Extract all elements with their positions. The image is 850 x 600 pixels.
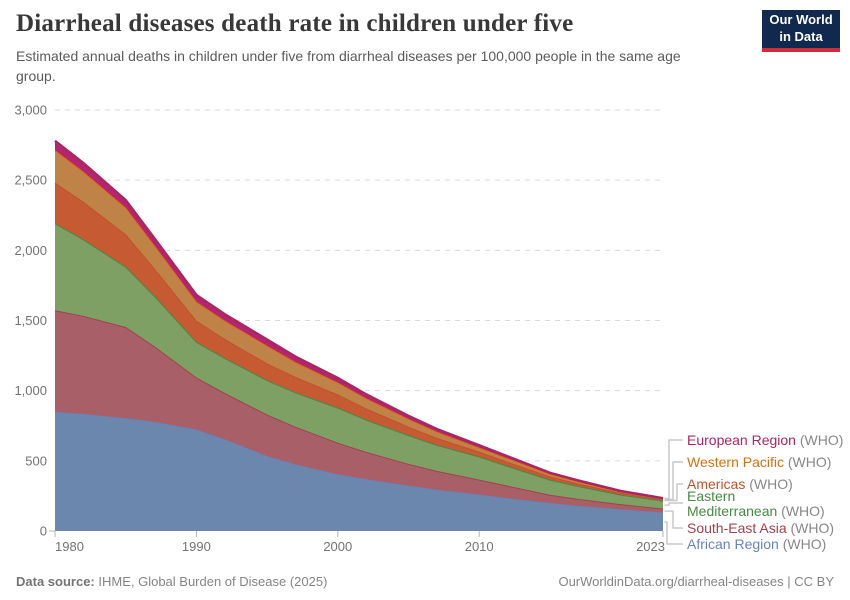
legend-connector xyxy=(664,461,683,501)
legend-connector xyxy=(664,483,683,502)
legend-item-eastern-mediterranean[interactable]: Eastern Mediterranean (WHO) xyxy=(687,489,847,518)
legend-series-name: Americas xyxy=(687,476,746,492)
legend-connector xyxy=(664,510,683,529)
legend-item-americas[interactable]: Americas (WHO) xyxy=(687,477,847,492)
legend-item-south-east-asia[interactable]: South-East Asia (WHO) xyxy=(687,521,847,536)
chart-footer: Data source: IHME, Global Burden of Dise… xyxy=(0,574,850,589)
page-title: Diarrheal diseases death rate in childre… xyxy=(16,10,574,37)
legend-series-name: African Region xyxy=(687,536,779,552)
legend-connector xyxy=(664,521,683,545)
line-south-east-asia xyxy=(54,310,664,510)
legend-series-name: South-East Asia xyxy=(687,520,787,536)
data-source-value: IHME, Global Burden of Disease (2025) xyxy=(94,574,328,589)
line-african-region xyxy=(54,411,664,514)
x-axis-label: 2023 xyxy=(636,539,665,554)
y-axis-label: 3,000 xyxy=(14,103,47,118)
legend-series-name: Western Pacific xyxy=(687,454,784,470)
x-axis-label: 1990 xyxy=(182,539,211,554)
legend-connector xyxy=(664,502,683,506)
y-axis-label: 500 xyxy=(25,453,47,468)
data-source-text: Data source: IHME, Global Burden of Dise… xyxy=(16,574,327,589)
line-eastern-mediterranean xyxy=(54,223,664,502)
x-axis-label: 2000 xyxy=(323,539,352,554)
y-axis-label: 1,000 xyxy=(14,383,47,398)
legend-series-suffix: (WHO) xyxy=(786,520,835,536)
line-americas xyxy=(54,182,664,501)
chart-subtitle: Estimated annual deaths in children unde… xyxy=(16,48,681,84)
area-african-region[interactable] xyxy=(55,412,663,531)
legend-series-suffix: (WHO) xyxy=(784,454,832,470)
legend-item-european-region[interactable]: European Region (WHO) xyxy=(687,433,847,448)
x-axis-label: 2010 xyxy=(465,539,494,554)
y-axis-label: 1,500 xyxy=(14,313,47,328)
legend-series-suffix: (WHO) xyxy=(745,476,793,492)
legend-series-suffix: (WHO) xyxy=(777,502,825,519)
legend-connector xyxy=(664,439,683,500)
owid-logo[interactable]: Our World in Data xyxy=(762,10,840,52)
y-axis-label: 0 xyxy=(40,524,47,539)
line-western-pacific xyxy=(54,150,664,500)
chart-header: Diarrheal diseases death rate in childre… xyxy=(16,10,756,86)
legend-item-western-pacific[interactable]: Western Pacific (WHO) xyxy=(687,455,847,470)
legend-series-name: Eastern Mediterranean xyxy=(687,488,778,519)
owid-logo-line1: Our World xyxy=(769,12,833,28)
legend-series-suffix: (WHO) xyxy=(778,536,827,552)
line-european-region xyxy=(54,139,664,500)
x-axis-label: 1980 xyxy=(55,539,84,554)
legend-series-name: European Region xyxy=(687,432,796,448)
owid-link[interactable]: OurWorldinData.org/diarrheal-diseases | … xyxy=(558,574,834,589)
y-axis-label: 2,000 xyxy=(14,243,47,258)
owid-logo-line2: in Data xyxy=(779,29,823,44)
area-south-east-asia[interactable] xyxy=(55,310,663,513)
legend-item-african-region[interactable]: African Region (WHO) xyxy=(687,537,847,552)
y-axis-label: 2,500 xyxy=(14,173,47,188)
legend-series-suffix: (WHO) xyxy=(795,432,844,448)
data-source-label: Data source: xyxy=(16,574,95,589)
